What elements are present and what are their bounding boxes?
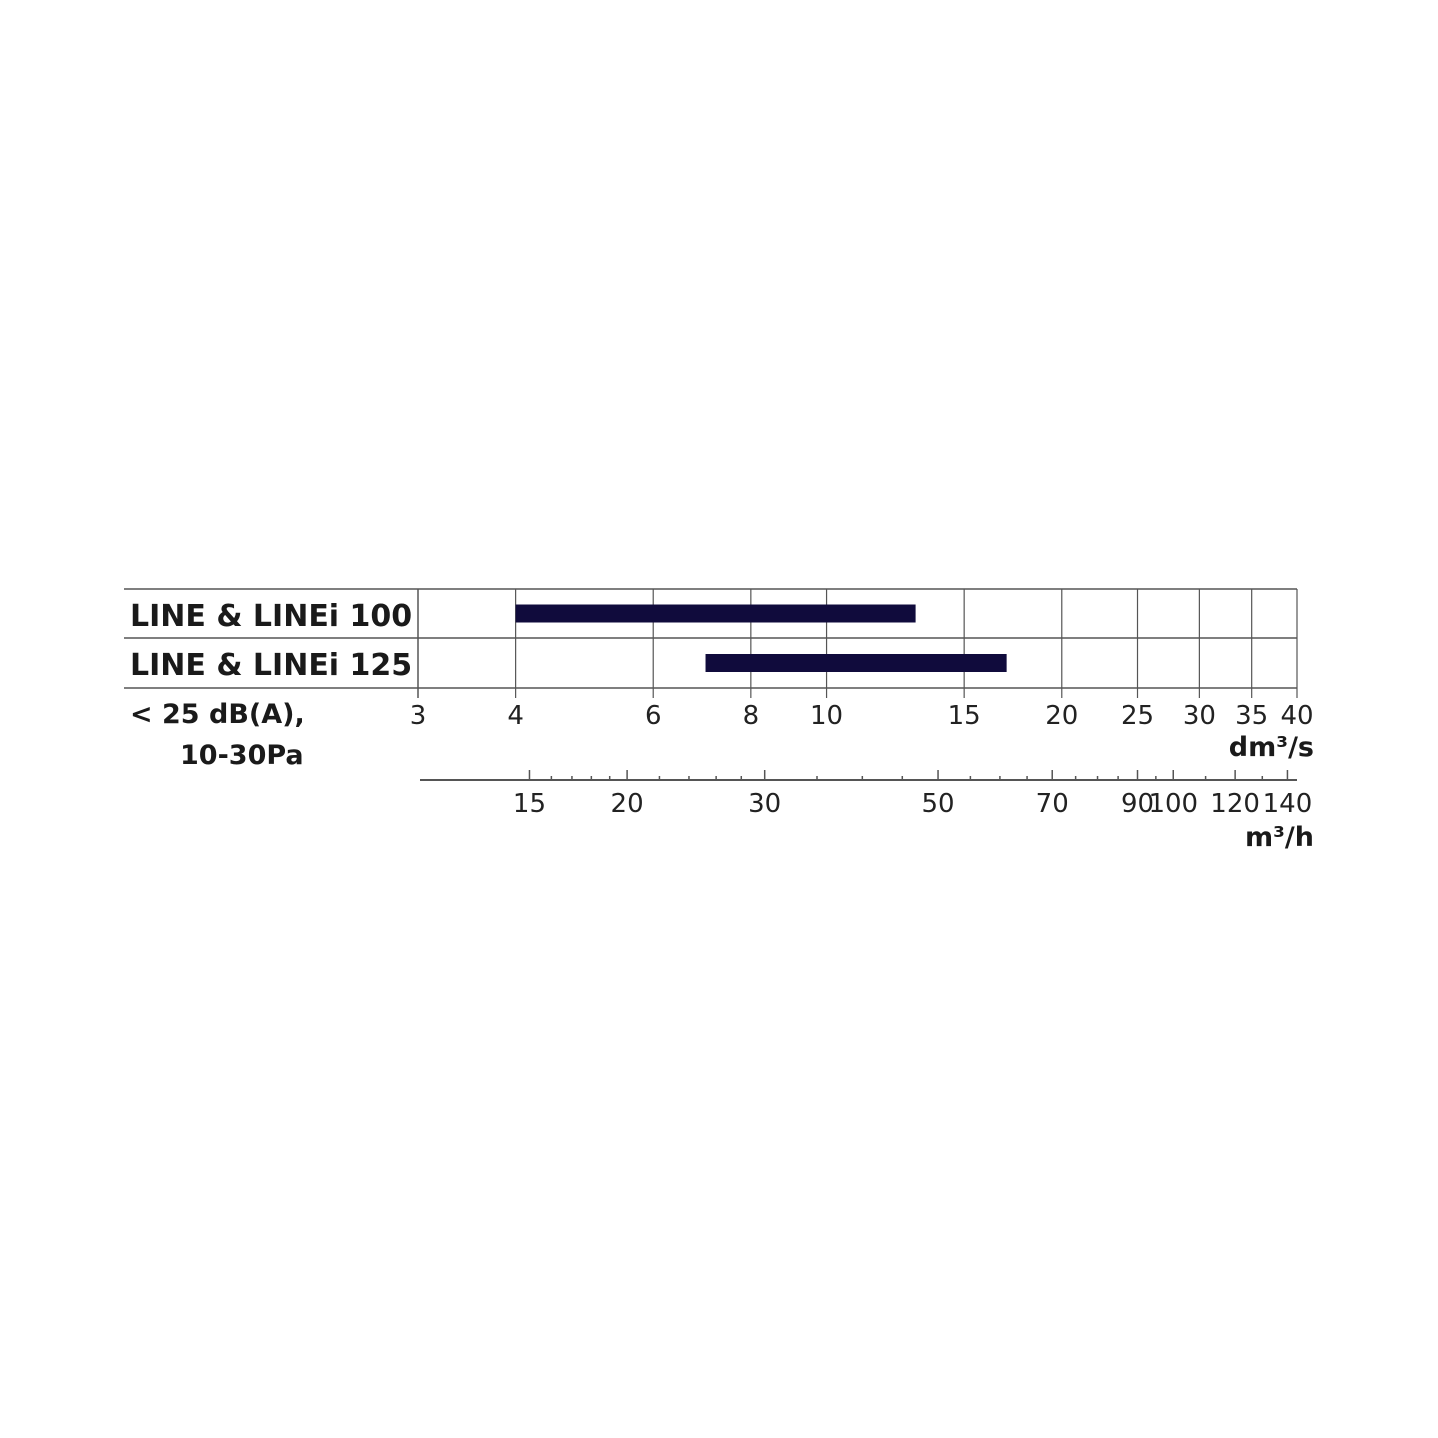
- x-tick-label: 40: [1280, 701, 1313, 731]
- bars: [515, 604, 1007, 672]
- x2-tick-label: 120: [1210, 789, 1260, 819]
- x-tick-label: 8: [743, 701, 760, 731]
- x2-tick-label: 20: [611, 789, 644, 819]
- x-axis-unit-m3h: m³/h: [1245, 822, 1314, 853]
- x2-tick-label: 50: [921, 789, 954, 819]
- x-tick-label: 4: [507, 701, 524, 731]
- x-tick-label: 6: [645, 701, 662, 731]
- x2-tick-label: 70: [1036, 789, 1069, 819]
- category-label: LINE & LINEi 125: [130, 648, 412, 683]
- condition-label-line2: 10-30Pa: [180, 740, 304, 771]
- x2-tick-label: 15: [513, 789, 546, 819]
- x-tick-label: 25: [1121, 701, 1154, 731]
- x-tick-label: 15: [948, 701, 981, 731]
- x-tick-label: 20: [1045, 701, 1078, 731]
- range-bar: [705, 654, 1007, 672]
- x-tick-label: 30: [1183, 701, 1216, 731]
- x2-tick-label: 90: [1121, 789, 1154, 819]
- x2-tick-label: 100: [1148, 789, 1198, 819]
- category-labels: LINE & LINEi 100 LINE & LINEi 125: [130, 599, 412, 683]
- x-tick-label: 3: [410, 701, 427, 731]
- x-axis-dm3s: 3 4 6 8 10 15 20 25 30 35 40: [410, 701, 1314, 731]
- x2-tick-label: 140: [1263, 789, 1313, 819]
- x-tick-label: 35: [1235, 701, 1268, 731]
- category-label: LINE & LINEi 100: [130, 599, 412, 634]
- x2-tick-label: 30: [748, 789, 781, 819]
- x-tick-label: 10: [810, 701, 843, 731]
- x-axis-unit-dm3s: dm³/s: [1229, 732, 1314, 763]
- range-bar: [515, 604, 916, 623]
- condition-label-line1: < 25 dB(A),: [130, 699, 305, 730]
